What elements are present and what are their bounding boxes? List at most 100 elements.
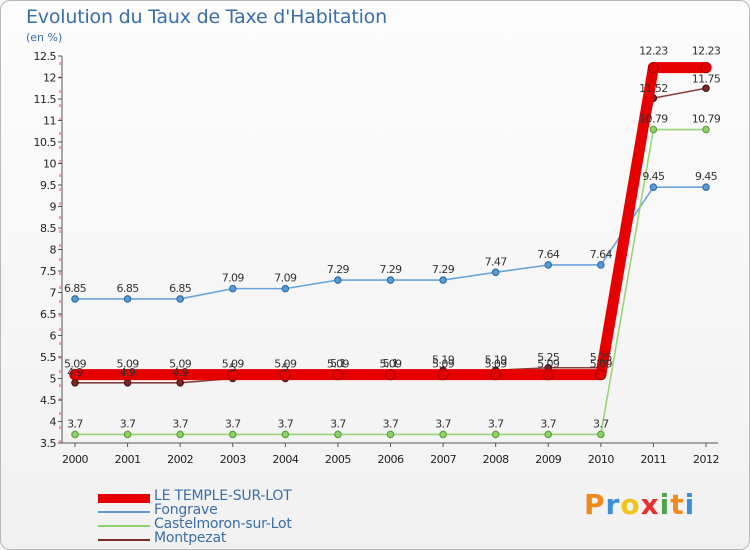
- data-label: 5.25: [590, 351, 613, 364]
- y-tick-label: 12: [43, 72, 56, 85]
- data-label: 5.09: [222, 358, 245, 371]
- data-point: [384, 369, 397, 381]
- data-label: 5.09: [485, 358, 508, 371]
- data-label: 12.23: [639, 45, 668, 58]
- data-label: 5.09: [327, 358, 350, 371]
- data-label: 6.85: [64, 282, 87, 295]
- x-tick-label: 2006: [378, 453, 404, 466]
- data-label: 3.7: [488, 417, 504, 430]
- data-label: 5.09: [64, 358, 87, 371]
- y-tick-label: 11.5: [34, 93, 57, 106]
- data-point: [228, 284, 237, 293]
- data-label: 3.7: [172, 417, 188, 430]
- x-tick-label: 2005: [325, 453, 351, 466]
- x-tick-label: 2008: [483, 453, 509, 466]
- data-label: 5.25: [537, 351, 560, 364]
- data-point: [700, 62, 712, 74]
- y-tick-label: 11: [43, 115, 56, 128]
- data-point: [334, 430, 342, 439]
- y-tick-label: 12.5: [34, 50, 57, 63]
- data-label: 5.19: [432, 353, 455, 366]
- y-tick-label: 10: [43, 158, 56, 171]
- data-label: 5: [282, 362, 289, 375]
- y-tick-label: 5: [50, 373, 57, 386]
- data-point: [702, 84, 710, 93]
- data-label: 3.7: [67, 417, 83, 430]
- y-tick-label: 10.5: [34, 136, 57, 149]
- data-point: [174, 369, 186, 381]
- legend-label: Castelmoron-sur-Lot: [154, 516, 292, 532]
- data-point: [281, 284, 290, 293]
- data-label: 7.47: [485, 255, 508, 268]
- data-label: 7.64: [590, 248, 613, 261]
- data-label: 6.85: [169, 282, 192, 295]
- data-point: [702, 125, 710, 134]
- data-point: [228, 430, 237, 439]
- x-tick-label: 2007: [430, 453, 456, 466]
- chart-unit-label: (en %): [26, 31, 63, 44]
- data-label: 12.23: [692, 45, 721, 58]
- legend-swatch: [98, 525, 150, 527]
- x-tick-label: 2001: [115, 453, 141, 466]
- data-label: 3.7: [225, 417, 241, 430]
- data-point: [437, 369, 449, 381]
- data-label: 7.29: [379, 263, 402, 276]
- data-point: [71, 378, 79, 387]
- y-tick-label: 9.5: [40, 179, 56, 192]
- data-point: [71, 430, 79, 439]
- logo-letter: P: [584, 488, 606, 521]
- data-label: 5.09: [590, 358, 613, 371]
- data-point: [439, 430, 447, 439]
- data-label: 4.9: [120, 366, 136, 379]
- legend-swatch: [98, 511, 150, 513]
- data-point: [279, 369, 291, 381]
- data-label: 5.09: [117, 358, 140, 371]
- data-label: 5.19: [485, 353, 508, 366]
- x-tick-label: 2002: [167, 453, 193, 466]
- logo-letter: r: [605, 488, 621, 521]
- x-tick-label: 2010: [588, 453, 614, 466]
- data-label: 9.45: [695, 170, 718, 183]
- data-point: [490, 369, 502, 381]
- data-label: 7.64: [537, 248, 560, 261]
- data-label: 10.79: [692, 113, 721, 126]
- data-point: [595, 369, 607, 381]
- data-point: [597, 430, 605, 439]
- data-point: [334, 276, 342, 284]
- data-label: 11.75: [692, 72, 721, 85]
- y-tick-label: 7.5: [40, 265, 56, 278]
- data-point: [123, 430, 132, 439]
- data-label: 5.1: [383, 357, 399, 370]
- y-tick-label: 8.5: [40, 222, 56, 235]
- data-point: [332, 369, 344, 381]
- data-label: 5.09: [169, 358, 192, 371]
- x-tick-label: 2003: [220, 453, 246, 466]
- logo-letter: o: [620, 488, 641, 521]
- data-point: [71, 295, 79, 303]
- data-label: 5.09: [537, 358, 560, 371]
- x-tick-label: 2000: [62, 453, 88, 466]
- x-tick-label: 2009: [535, 453, 561, 466]
- data-point: [386, 430, 395, 439]
- proxiti-logo: Proxiti: [584, 488, 695, 521]
- data-point: [542, 369, 554, 381]
- data-label: 5.09: [432, 358, 455, 371]
- y-tick-label: 6: [50, 330, 57, 343]
- data-label: 3.7: [540, 417, 556, 430]
- x-tick-label: 2011: [640, 453, 666, 466]
- logo-letter: x: [640, 488, 660, 521]
- data-point: [176, 430, 184, 439]
- legend-swatch: [98, 493, 150, 503]
- y-tick-label: 6.5: [40, 308, 56, 321]
- data-label: 5.09: [379, 358, 402, 371]
- data-label: 4.9: [172, 366, 188, 379]
- data-label: 3.7: [593, 417, 609, 430]
- data-point: [69, 369, 81, 381]
- data-point: [386, 276, 395, 284]
- data-point: [281, 430, 290, 439]
- data-point: [649, 183, 658, 191]
- data-point: [439, 276, 447, 284]
- legend-swatch: [98, 539, 150, 541]
- data-point: [544, 261, 553, 269]
